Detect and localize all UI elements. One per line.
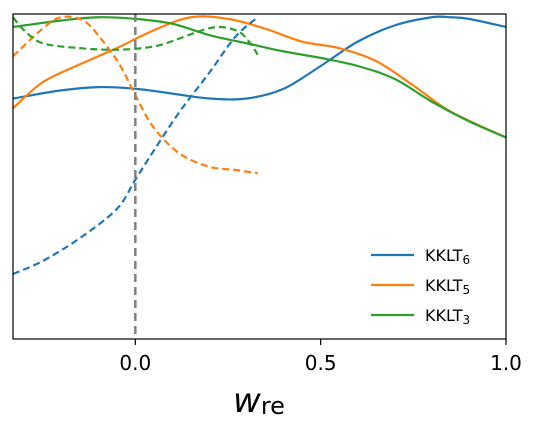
x-axis-label-sub: re [261, 392, 285, 420]
series-line-1-solid [13, 15, 506, 139]
legend-label-1: KKLT5 [425, 276, 470, 297]
legend-label-sub-1: 5 [462, 283, 470, 297]
series-line-2-solid [13, 16, 506, 139]
legend-label-base-0: KKLT [425, 246, 463, 265]
x-tick-label-2: 1.0 [490, 351, 522, 375]
legend-label-sub-2: 3 [462, 313, 470, 327]
series-line-3-dashed [13, 16, 259, 276]
series-layer [13, 15, 506, 276]
x-tick-label-1: 0.5 [305, 351, 337, 375]
legend-label-base-2: KKLT [425, 306, 463, 325]
series-line-0-solid [13, 15, 506, 101]
legend-label-2: KKLT3 [425, 306, 470, 327]
x-tick-label-0: 0.0 [119, 351, 151, 375]
x-axis-label: wre [233, 381, 285, 421]
series-line-4-dashed [13, 15, 258, 175]
legend-label-sub-0: 6 [462, 253, 470, 267]
series-line-5-dashed [13, 16, 259, 56]
x-axis-label-main: w [233, 381, 261, 421]
legend-label-base-1: KKLT [425, 276, 463, 295]
plot-frame [12, 13, 507, 340]
legend-label-0: KKLT6 [425, 246, 470, 267]
x-axis-ticks: 0.0 0.5 1.0 [119, 339, 522, 375]
